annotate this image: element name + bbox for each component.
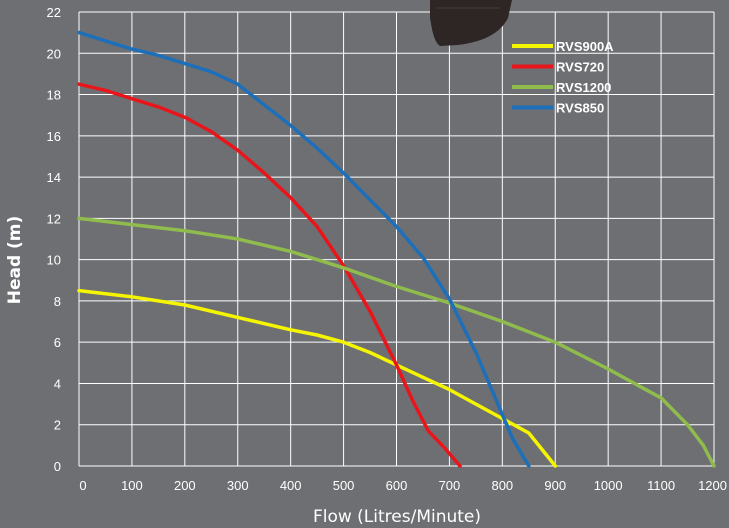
y-axis-ticks: 0 2 4 6 8 10 12 14 16 18 20 22 <box>47 5 61 474</box>
y-tick-label: 22 <box>47 5 61 20</box>
x-tick-label: 400 <box>280 478 302 493</box>
y-tick-label: 20 <box>47 46 61 61</box>
series-line-rvs900a <box>77 288 558 468</box>
x-tick-label: 600 <box>386 478 408 493</box>
x-tick-label: 200 <box>174 478 196 493</box>
series-line-rvs850 <box>77 30 531 468</box>
y-tick-label: 4 <box>54 376 61 391</box>
gridlines <box>78 11 715 467</box>
series-lines <box>77 30 716 468</box>
y-tick-label: 12 <box>47 211 61 226</box>
y-tick-label: 0 <box>54 459 61 474</box>
x-axis-title: Flow (Litres/Minute) <box>313 507 481 527</box>
y-tick-label: 16 <box>47 129 61 144</box>
y-tick-label: 10 <box>47 253 61 268</box>
x-tick-label: 1000 <box>594 478 623 493</box>
series-line-rvs1200 <box>77 216 716 468</box>
x-tick-label: 700 <box>439 478 461 493</box>
x-tick-label: 800 <box>491 478 513 493</box>
series-line-rvs720 <box>77 82 462 468</box>
y-axis-title: Head (m) <box>5 216 25 305</box>
x-tick-label: 500 <box>333 478 355 493</box>
y-tick-label: 6 <box>54 335 61 350</box>
y-tick-label: 2 <box>54 418 61 433</box>
legend: RVS900A RVS720 RVS1200 RVS850 <box>512 39 614 116</box>
x-tick-label: 0 <box>79 478 86 493</box>
pump-product-image <box>430 0 512 46</box>
legend-label: RVS900A <box>556 39 614 54</box>
legend-label: RVS1200 <box>556 80 611 95</box>
x-tick-label: 300 <box>227 478 249 493</box>
x-tick-label: 1200 <box>698 478 727 493</box>
y-tick-label: 18 <box>47 88 61 103</box>
x-tick-label: 100 <box>121 478 143 493</box>
x-axis-ticks: 0 100 200 300 400 500 600 700 800 900 1000 1100 1200 <box>79 478 727 493</box>
y-tick-label: 14 <box>47 170 61 185</box>
x-tick-label: 1100 <box>647 478 675 493</box>
y-tick-label: 8 <box>54 294 61 309</box>
legend-label: RVS720 <box>556 60 604 75</box>
x-tick-label: 900 <box>544 478 566 493</box>
legend-label: RVS850 <box>556 101 604 116</box>
